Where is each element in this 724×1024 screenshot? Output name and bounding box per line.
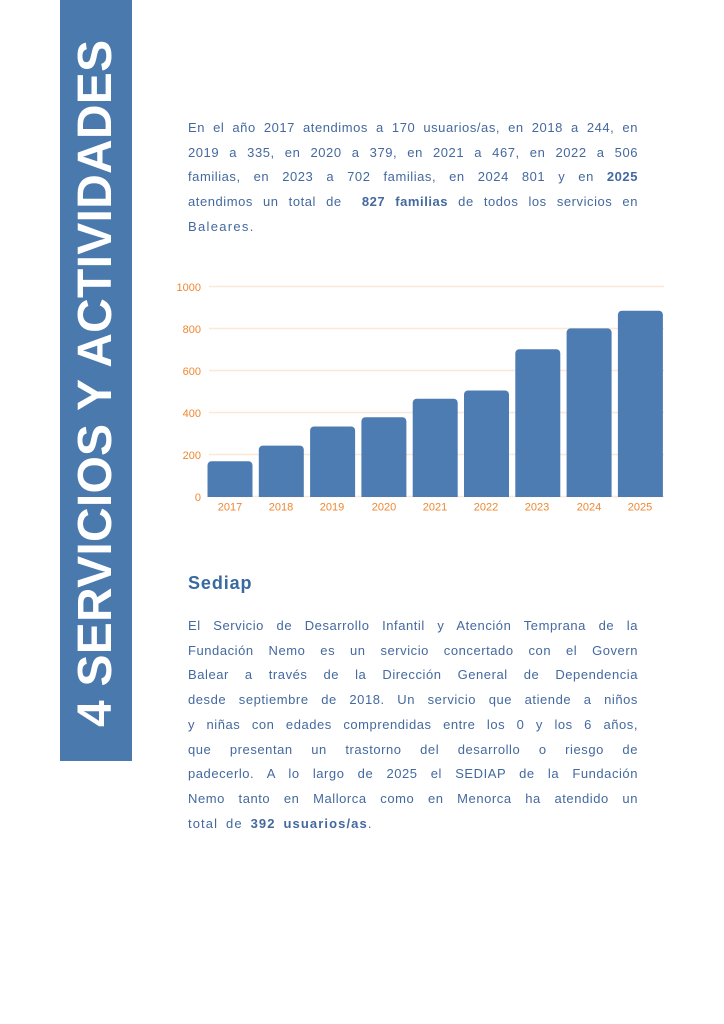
svg-text:200: 200 xyxy=(183,450,201,462)
svg-text:2021: 2021 xyxy=(423,502,447,514)
svg-text:1000: 1000 xyxy=(177,282,201,294)
svg-text:600: 600 xyxy=(183,366,201,378)
svg-text:800: 800 xyxy=(183,324,201,336)
svg-text:2025: 2025 xyxy=(628,502,652,514)
svg-text:2017: 2017 xyxy=(218,502,242,514)
svg-text:2022: 2022 xyxy=(474,502,498,514)
svg-text:2018: 2018 xyxy=(269,502,293,514)
svg-text:400: 400 xyxy=(183,408,201,420)
svg-text:2019: 2019 xyxy=(320,502,344,514)
svg-text:2024: 2024 xyxy=(577,502,601,514)
svg-text:0: 0 xyxy=(195,492,201,504)
svg-text:2023: 2023 xyxy=(525,502,549,514)
svg-text:2020: 2020 xyxy=(372,502,396,514)
